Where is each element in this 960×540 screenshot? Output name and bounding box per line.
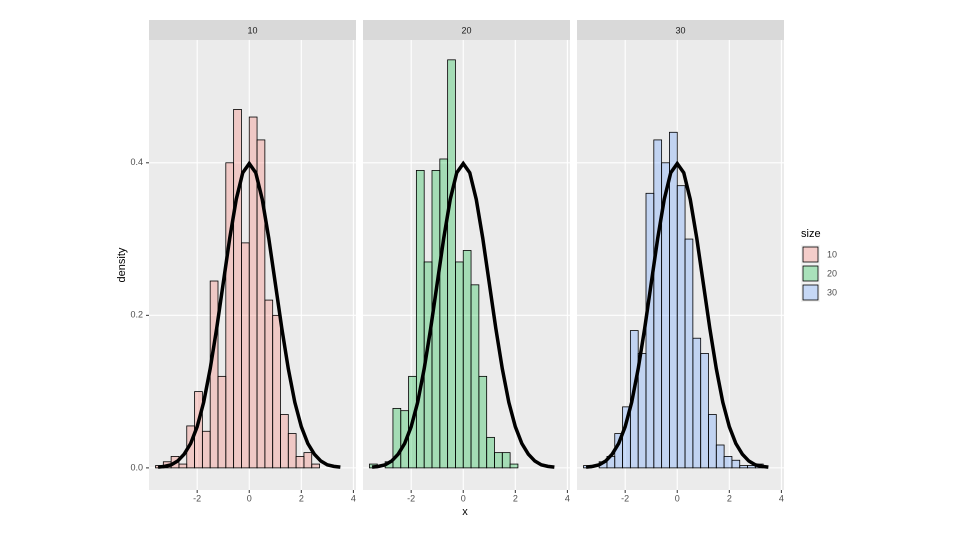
bar <box>462 250 472 469</box>
x-tick-label: -2 <box>621 493 629 503</box>
strip <box>149 20 356 40</box>
legend-label: 20 <box>827 268 837 278</box>
bar <box>731 459 741 469</box>
bar <box>264 299 274 469</box>
density-curve <box>157 160 341 469</box>
bar <box>272 314 281 469</box>
legend-key <box>802 265 819 282</box>
y-tick-label: 0.4 <box>130 157 143 167</box>
y-tick-label: 0.0 <box>130 462 143 472</box>
x-tick-label: 0 <box>461 493 466 503</box>
bar <box>715 444 725 469</box>
x-axis-label: x <box>462 506 468 518</box>
strip <box>363 20 570 40</box>
y-tick-label: 0.2 <box>130 310 143 320</box>
bar <box>509 463 519 469</box>
bar <box>669 131 678 469</box>
x-tick-label: 4 <box>351 493 356 503</box>
legend-title: size <box>801 228 821 240</box>
legend-key <box>802 246 819 263</box>
bar <box>645 192 655 469</box>
legend-key <box>802 284 819 301</box>
bar <box>415 170 425 469</box>
strip <box>577 20 784 40</box>
y-axis-label: density <box>116 247 128 282</box>
density-curve <box>371 160 555 469</box>
panel-background <box>363 40 570 490</box>
panel-background <box>149 40 356 490</box>
bar <box>494 452 503 469</box>
bar <box>470 284 480 469</box>
strip-label: 20 <box>461 25 471 35</box>
legend-key-bg <box>801 245 820 264</box>
x-tick-label: -2 <box>193 493 201 503</box>
panel-background <box>577 40 784 490</box>
bar <box>225 162 235 469</box>
legend-key-bg <box>801 283 820 302</box>
bar <box>684 238 694 469</box>
bar <box>486 436 495 469</box>
bar <box>439 158 449 469</box>
x-tick-label: 0 <box>675 493 680 503</box>
legend-label: 30 <box>827 287 837 297</box>
x-tick-label: 0 <box>247 493 252 503</box>
bar <box>501 452 511 469</box>
bar <box>241 242 250 469</box>
density-curve <box>585 160 769 469</box>
x-tick-label: 2 <box>513 493 518 503</box>
x-tick-label: 2 <box>727 493 732 503</box>
bar <box>692 337 702 469</box>
x-tick-label: 2 <box>299 493 304 503</box>
bar <box>311 463 320 469</box>
bar <box>217 375 227 469</box>
bar <box>303 452 313 469</box>
legend-key-bg <box>801 264 820 283</box>
bar <box>447 59 456 469</box>
bar <box>478 375 488 469</box>
bar <box>178 463 188 469</box>
bar <box>455 261 464 469</box>
strip-label: 30 <box>675 25 685 35</box>
x-tick-label: 4 <box>565 493 570 503</box>
legend-label: 10 <box>827 249 837 259</box>
bar <box>708 414 717 469</box>
bar <box>209 280 219 469</box>
bar <box>723 456 733 469</box>
x-tick-label: -2 <box>407 493 415 503</box>
bar <box>280 414 289 469</box>
bar <box>287 433 297 469</box>
bar <box>700 353 709 469</box>
bar <box>653 139 663 469</box>
bar <box>233 109 242 469</box>
bar <box>739 465 748 469</box>
bar <box>676 185 686 469</box>
bar <box>295 456 305 469</box>
x-tick-label: 4 <box>779 493 784 503</box>
bar <box>201 430 211 469</box>
strip-label: 10 <box>247 25 257 35</box>
